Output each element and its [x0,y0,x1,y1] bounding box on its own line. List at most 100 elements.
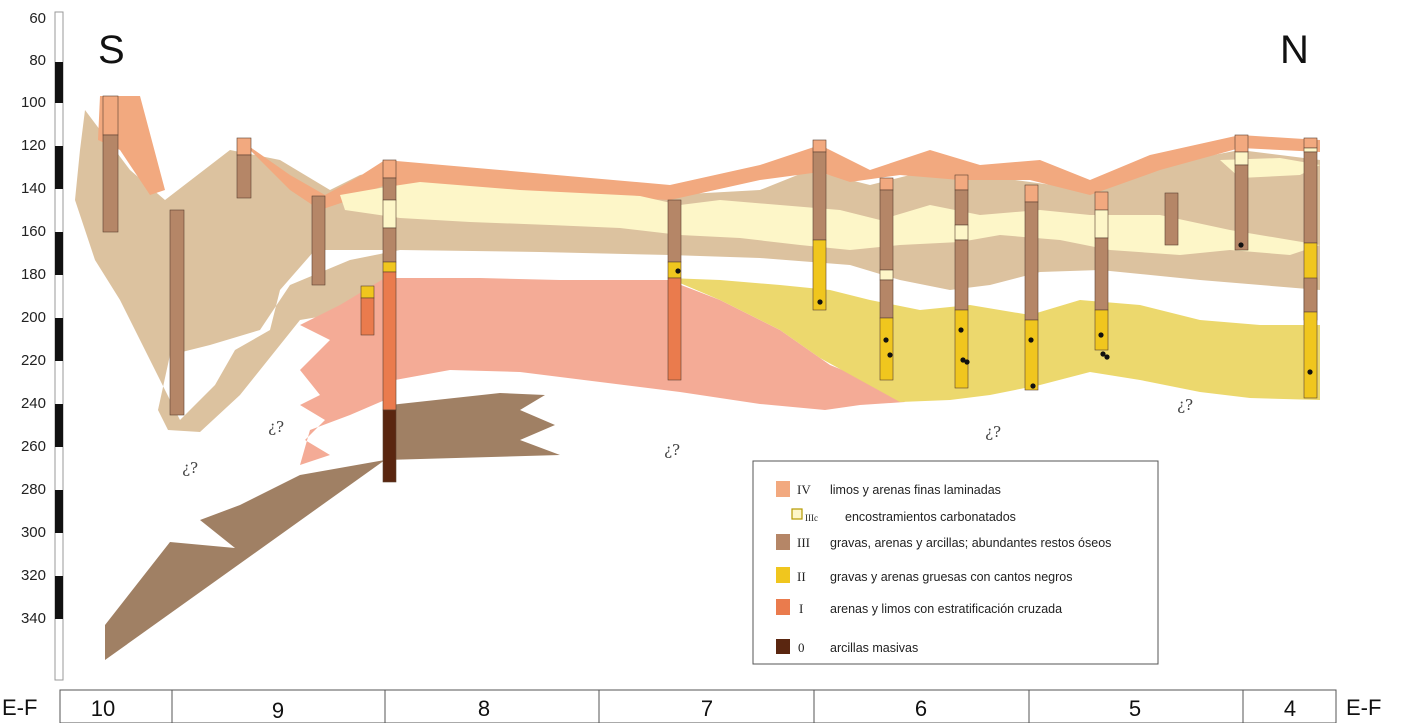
legend-label: gravas, arenas y arcillas; abundantes re… [830,536,1111,550]
black-clast [960,357,966,363]
legend-swatch-III [776,534,790,550]
section-axis-end-right: E-F [1346,695,1381,720]
section-label: 6 [915,696,927,721]
borehole-column [954,174,969,389]
section-label: 9 [272,698,284,723]
depth-tick-label: 140 [21,180,46,197]
legend-label: encostramientos carbonatados [845,510,1016,524]
depth-tick-label: 320 [21,567,46,584]
depth-tick-label: 300 [21,524,46,541]
north-label: N [1280,28,1309,72]
borehole-layer-III [382,177,397,201]
borehole-column [382,159,397,483]
borehole-layer-III [812,151,827,241]
depth-scale-segment [55,576,63,619]
depth-scale-segment [55,232,63,275]
depth-tick-label: 340 [21,610,46,627]
section-axis-end-left: E-F [2,695,37,720]
legend-swatch-0 [776,639,790,654]
borehole-layer-III [236,154,252,199]
black-clast [1238,242,1244,248]
legend-label: arcillas masivas [830,641,918,655]
borehole-column [1303,137,1318,399]
borehole-column [812,139,827,311]
depth-tick-label: 60 [29,10,46,27]
black-clast [1307,369,1313,375]
borehole-layer-IIIc [879,269,894,281]
borehole-layer-II [1303,311,1318,399]
black-clast [964,359,970,365]
depth-scale-segment [55,62,63,103]
borehole-layer-II [1024,319,1039,391]
legend: IV limos y arenas finas laminadas IIIc e… [752,460,1159,665]
borehole-column [360,285,375,336]
borehole-layer-IIIc [954,224,969,241]
black-clast [1100,351,1106,357]
legend-code: II [797,569,806,584]
borehole-layer-III [1094,237,1109,311]
borehole-layer-II [1094,309,1109,351]
borehole-layer-IV [1303,137,1318,149]
section-label: 4 [1284,696,1296,721]
borehole-layer-III [1024,201,1039,321]
borehole-column [311,195,326,286]
depth-scale-segment [55,318,63,361]
borehole-layer-I [382,271,397,411]
section-axis: E-F E-F 10 9 8 7 6 5 4 [2,689,1381,723]
borehole-layer-III [102,134,119,233]
borehole-layer-III [667,199,682,263]
uncertain-contact-mark: ¿? [268,418,284,436]
uncertain-contact-mark: ¿? [985,423,1001,441]
depth-tick-label: 160 [21,223,46,240]
borehole-column [1094,191,1109,351]
depth-tick-label: 220 [21,352,46,369]
uncertainty-marks: ¿? ¿? ¿? ¿? ¿? [182,396,1193,477]
borehole-layer-IV [1234,134,1249,153]
borehole-layer-III [954,189,969,226]
borehole-layer-II [879,317,894,381]
borehole-layer-III [1303,151,1318,244]
borehole-layer-III [382,227,397,263]
borehole-columns [102,95,1318,483]
uncertain-contact-mark: ¿? [1177,396,1193,414]
depth-tick-label: 280 [21,481,46,498]
borehole-layer-II [382,261,397,273]
legend-box [752,460,1159,665]
depth-scale-segment [55,490,63,533]
depth-tick-label: 260 [21,438,46,455]
black-clast [1028,337,1034,343]
borehole-layer-IV [236,137,252,156]
borehole-layer-IIIc [1094,209,1109,239]
south-label: S [98,28,125,72]
section-label: 10 [91,696,115,721]
borehole-layer-IIIc [382,199,397,229]
legend-code: III [797,535,810,550]
unit-0-body [105,393,560,660]
depth-tick-label: 180 [21,266,46,283]
depth-tick-label: 200 [21,309,46,326]
borehole-layer-III [311,195,326,286]
borehole-layer-IIIc [1303,147,1318,153]
legend-swatch-IV [776,481,790,497]
borehole-layer-IV [879,177,894,191]
legend-label: gravas y arenas gruesas con cantos negro… [830,570,1073,584]
depth-tick-label: 240 [21,395,46,412]
borehole-column [667,199,682,381]
borehole-layer-III [169,209,185,416]
borehole-layer-III [879,279,894,319]
unit-IIIc-lens [340,182,1320,255]
borehole-layer-III [1303,277,1318,313]
borehole-column [1024,184,1039,391]
borehole-layer-I [360,297,375,336]
borehole-layer-IV [1024,184,1039,203]
section-axis-box [59,689,1337,723]
unit-I-body [300,278,905,465]
borehole-layer-0 [382,409,397,483]
borehole-layer-IV [1094,191,1109,211]
depth-tick-labels: 60 80 100 120 140 160 180 200 220 240 26… [21,10,46,627]
legend-swatch-II [776,567,790,583]
borehole-column [236,137,252,199]
borehole-layer-IV [102,95,119,136]
depth-scale-segments [55,62,63,619]
legend-code: IV [797,482,811,497]
